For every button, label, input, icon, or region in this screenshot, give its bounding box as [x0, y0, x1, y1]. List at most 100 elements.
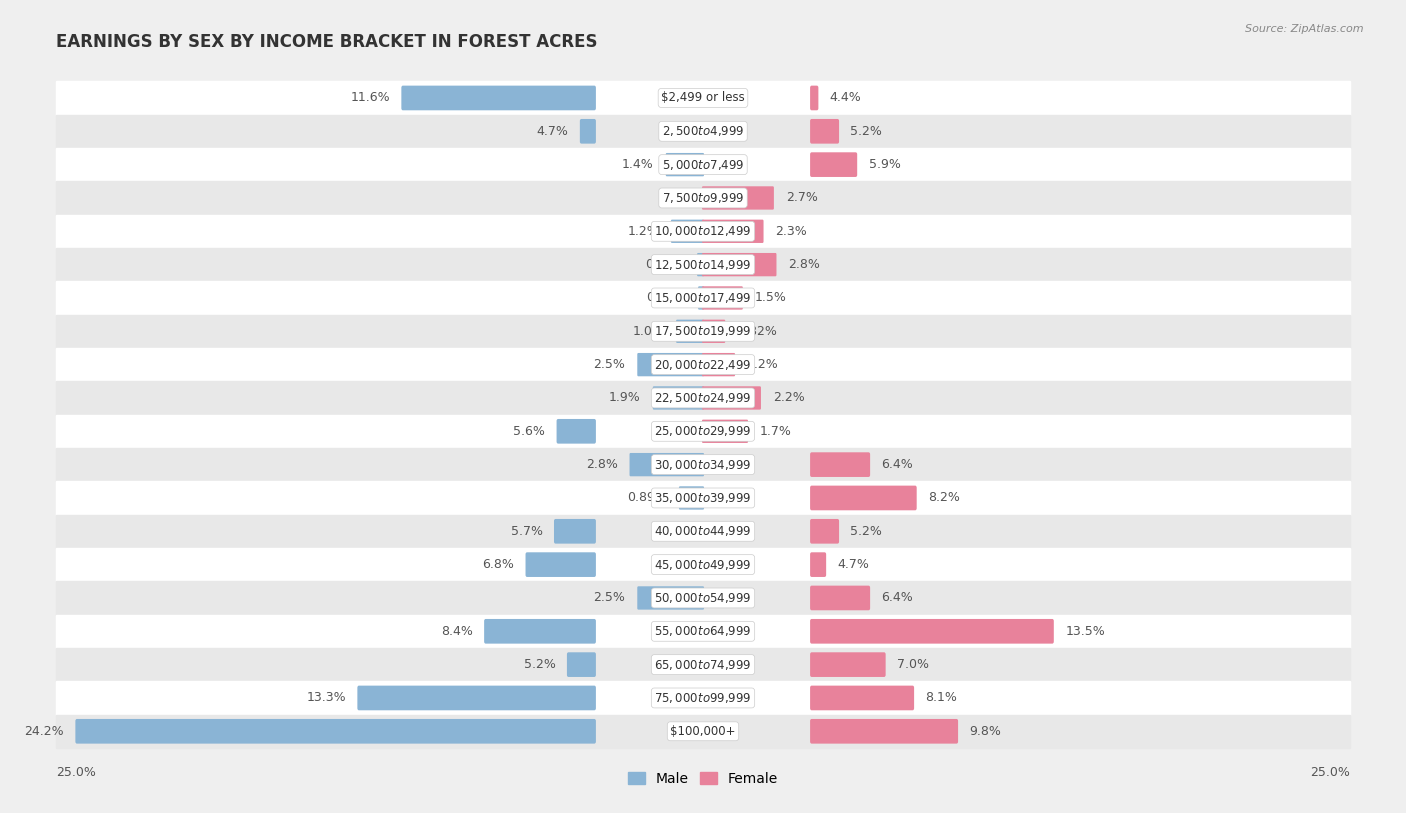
Bar: [56, 681, 1350, 715]
Bar: [56, 315, 1350, 348]
Legend: Male, Female: Male, Female: [628, 772, 778, 785]
FancyBboxPatch shape: [557, 419, 596, 444]
Text: 8.4%: 8.4%: [441, 625, 472, 637]
Text: $45,000 to $49,999: $45,000 to $49,999: [654, 558, 752, 572]
FancyBboxPatch shape: [630, 453, 704, 476]
Text: $2,499 or less: $2,499 or less: [661, 92, 745, 104]
Text: $30,000 to $34,999: $30,000 to $34,999: [654, 458, 752, 472]
Text: 1.0%: 1.0%: [633, 325, 664, 337]
Text: 6.4%: 6.4%: [882, 459, 914, 471]
Text: 11.6%: 11.6%: [350, 92, 389, 104]
Text: $2,500 to $4,999: $2,500 to $4,999: [662, 124, 744, 138]
Bar: [56, 548, 1350, 581]
Text: 7.0%: 7.0%: [897, 659, 929, 671]
FancyBboxPatch shape: [810, 619, 1054, 644]
Text: 4.7%: 4.7%: [537, 125, 568, 137]
Text: $12,500 to $14,999: $12,500 to $14,999: [654, 258, 752, 272]
FancyBboxPatch shape: [702, 353, 735, 376]
Text: 2.3%: 2.3%: [776, 225, 807, 237]
Text: $55,000 to $64,999: $55,000 to $64,999: [654, 624, 752, 638]
Bar: [56, 81, 1350, 115]
Bar: [56, 115, 1350, 148]
FancyBboxPatch shape: [810, 719, 957, 744]
FancyBboxPatch shape: [702, 220, 763, 243]
FancyBboxPatch shape: [554, 519, 596, 544]
Text: 4.4%: 4.4%: [830, 92, 862, 104]
Text: 5.9%: 5.9%: [869, 159, 900, 171]
Text: EARNINGS BY SEX BY INCOME BRACKET IN FOREST ACRES: EARNINGS BY SEX BY INCOME BRACKET IN FOR…: [56, 33, 598, 50]
FancyBboxPatch shape: [810, 585, 870, 611]
FancyBboxPatch shape: [810, 685, 914, 711]
Text: 6.4%: 6.4%: [882, 592, 914, 604]
Text: $7,500 to $9,999: $7,500 to $9,999: [662, 191, 744, 205]
Bar: [56, 381, 1350, 415]
FancyBboxPatch shape: [810, 85, 818, 111]
Bar: [56, 581, 1350, 615]
FancyBboxPatch shape: [810, 552, 827, 577]
FancyBboxPatch shape: [671, 220, 704, 243]
FancyBboxPatch shape: [702, 320, 725, 343]
Text: $100,000+: $100,000+: [671, 725, 735, 737]
FancyBboxPatch shape: [810, 152, 858, 177]
Bar: [56, 281, 1350, 315]
Text: 1.9%: 1.9%: [609, 392, 641, 404]
FancyBboxPatch shape: [567, 652, 596, 677]
Text: $65,000 to $74,999: $65,000 to $74,999: [654, 658, 752, 672]
Text: 0.0%: 0.0%: [658, 192, 690, 204]
FancyBboxPatch shape: [702, 386, 761, 410]
Text: 0.19%: 0.19%: [645, 259, 685, 271]
FancyBboxPatch shape: [526, 552, 596, 577]
Text: 1.4%: 1.4%: [621, 159, 654, 171]
Text: 5.2%: 5.2%: [851, 125, 883, 137]
Text: 2.2%: 2.2%: [773, 392, 804, 404]
Text: $15,000 to $17,499: $15,000 to $17,499: [654, 291, 752, 305]
Text: 5.7%: 5.7%: [510, 525, 543, 537]
Text: $10,000 to $12,499: $10,000 to $12,499: [654, 224, 752, 238]
Text: 2.8%: 2.8%: [586, 459, 617, 471]
Text: $35,000 to $39,999: $35,000 to $39,999: [654, 491, 752, 505]
Bar: [56, 148, 1350, 181]
Text: 1.2%: 1.2%: [627, 225, 659, 237]
FancyBboxPatch shape: [702, 286, 742, 310]
Text: $75,000 to $99,999: $75,000 to $99,999: [654, 691, 752, 705]
FancyBboxPatch shape: [484, 619, 596, 644]
Text: 1.2%: 1.2%: [747, 359, 779, 371]
FancyBboxPatch shape: [637, 586, 704, 610]
Text: $40,000 to $44,999: $40,000 to $44,999: [654, 524, 752, 538]
Text: 4.7%: 4.7%: [838, 559, 869, 571]
Text: 6.8%: 6.8%: [482, 559, 515, 571]
FancyBboxPatch shape: [637, 353, 704, 376]
Text: 13.3%: 13.3%: [307, 692, 346, 704]
FancyBboxPatch shape: [697, 253, 704, 276]
Text: 1.7%: 1.7%: [759, 425, 792, 437]
Text: 5.2%: 5.2%: [523, 659, 555, 671]
FancyBboxPatch shape: [702, 253, 776, 276]
Text: 8.2%: 8.2%: [928, 492, 960, 504]
Text: 5.2%: 5.2%: [851, 525, 883, 537]
Text: 0.82%: 0.82%: [737, 325, 778, 337]
FancyBboxPatch shape: [702, 186, 773, 210]
FancyBboxPatch shape: [679, 486, 704, 510]
Text: $22,500 to $24,999: $22,500 to $24,999: [654, 391, 752, 405]
Text: Source: ZipAtlas.com: Source: ZipAtlas.com: [1246, 24, 1364, 34]
FancyBboxPatch shape: [810, 485, 917, 511]
Text: 1.5%: 1.5%: [755, 292, 786, 304]
Text: 2.5%: 2.5%: [593, 359, 626, 371]
Text: 0.89%: 0.89%: [627, 492, 666, 504]
Text: 24.2%: 24.2%: [24, 725, 65, 737]
Bar: [56, 515, 1350, 548]
Text: $20,000 to $22,499: $20,000 to $22,499: [654, 358, 752, 372]
Text: 2.5%: 2.5%: [593, 592, 626, 604]
Bar: [56, 448, 1350, 481]
FancyBboxPatch shape: [676, 320, 704, 343]
FancyBboxPatch shape: [810, 519, 839, 544]
Text: 2.8%: 2.8%: [789, 259, 820, 271]
Text: $17,500 to $19,999: $17,500 to $19,999: [654, 324, 752, 338]
FancyBboxPatch shape: [666, 153, 704, 176]
Text: 13.5%: 13.5%: [1066, 625, 1105, 637]
FancyBboxPatch shape: [76, 719, 596, 744]
Text: 0.15%: 0.15%: [647, 292, 686, 304]
Bar: [56, 615, 1350, 648]
FancyBboxPatch shape: [702, 420, 748, 443]
FancyBboxPatch shape: [579, 119, 596, 144]
